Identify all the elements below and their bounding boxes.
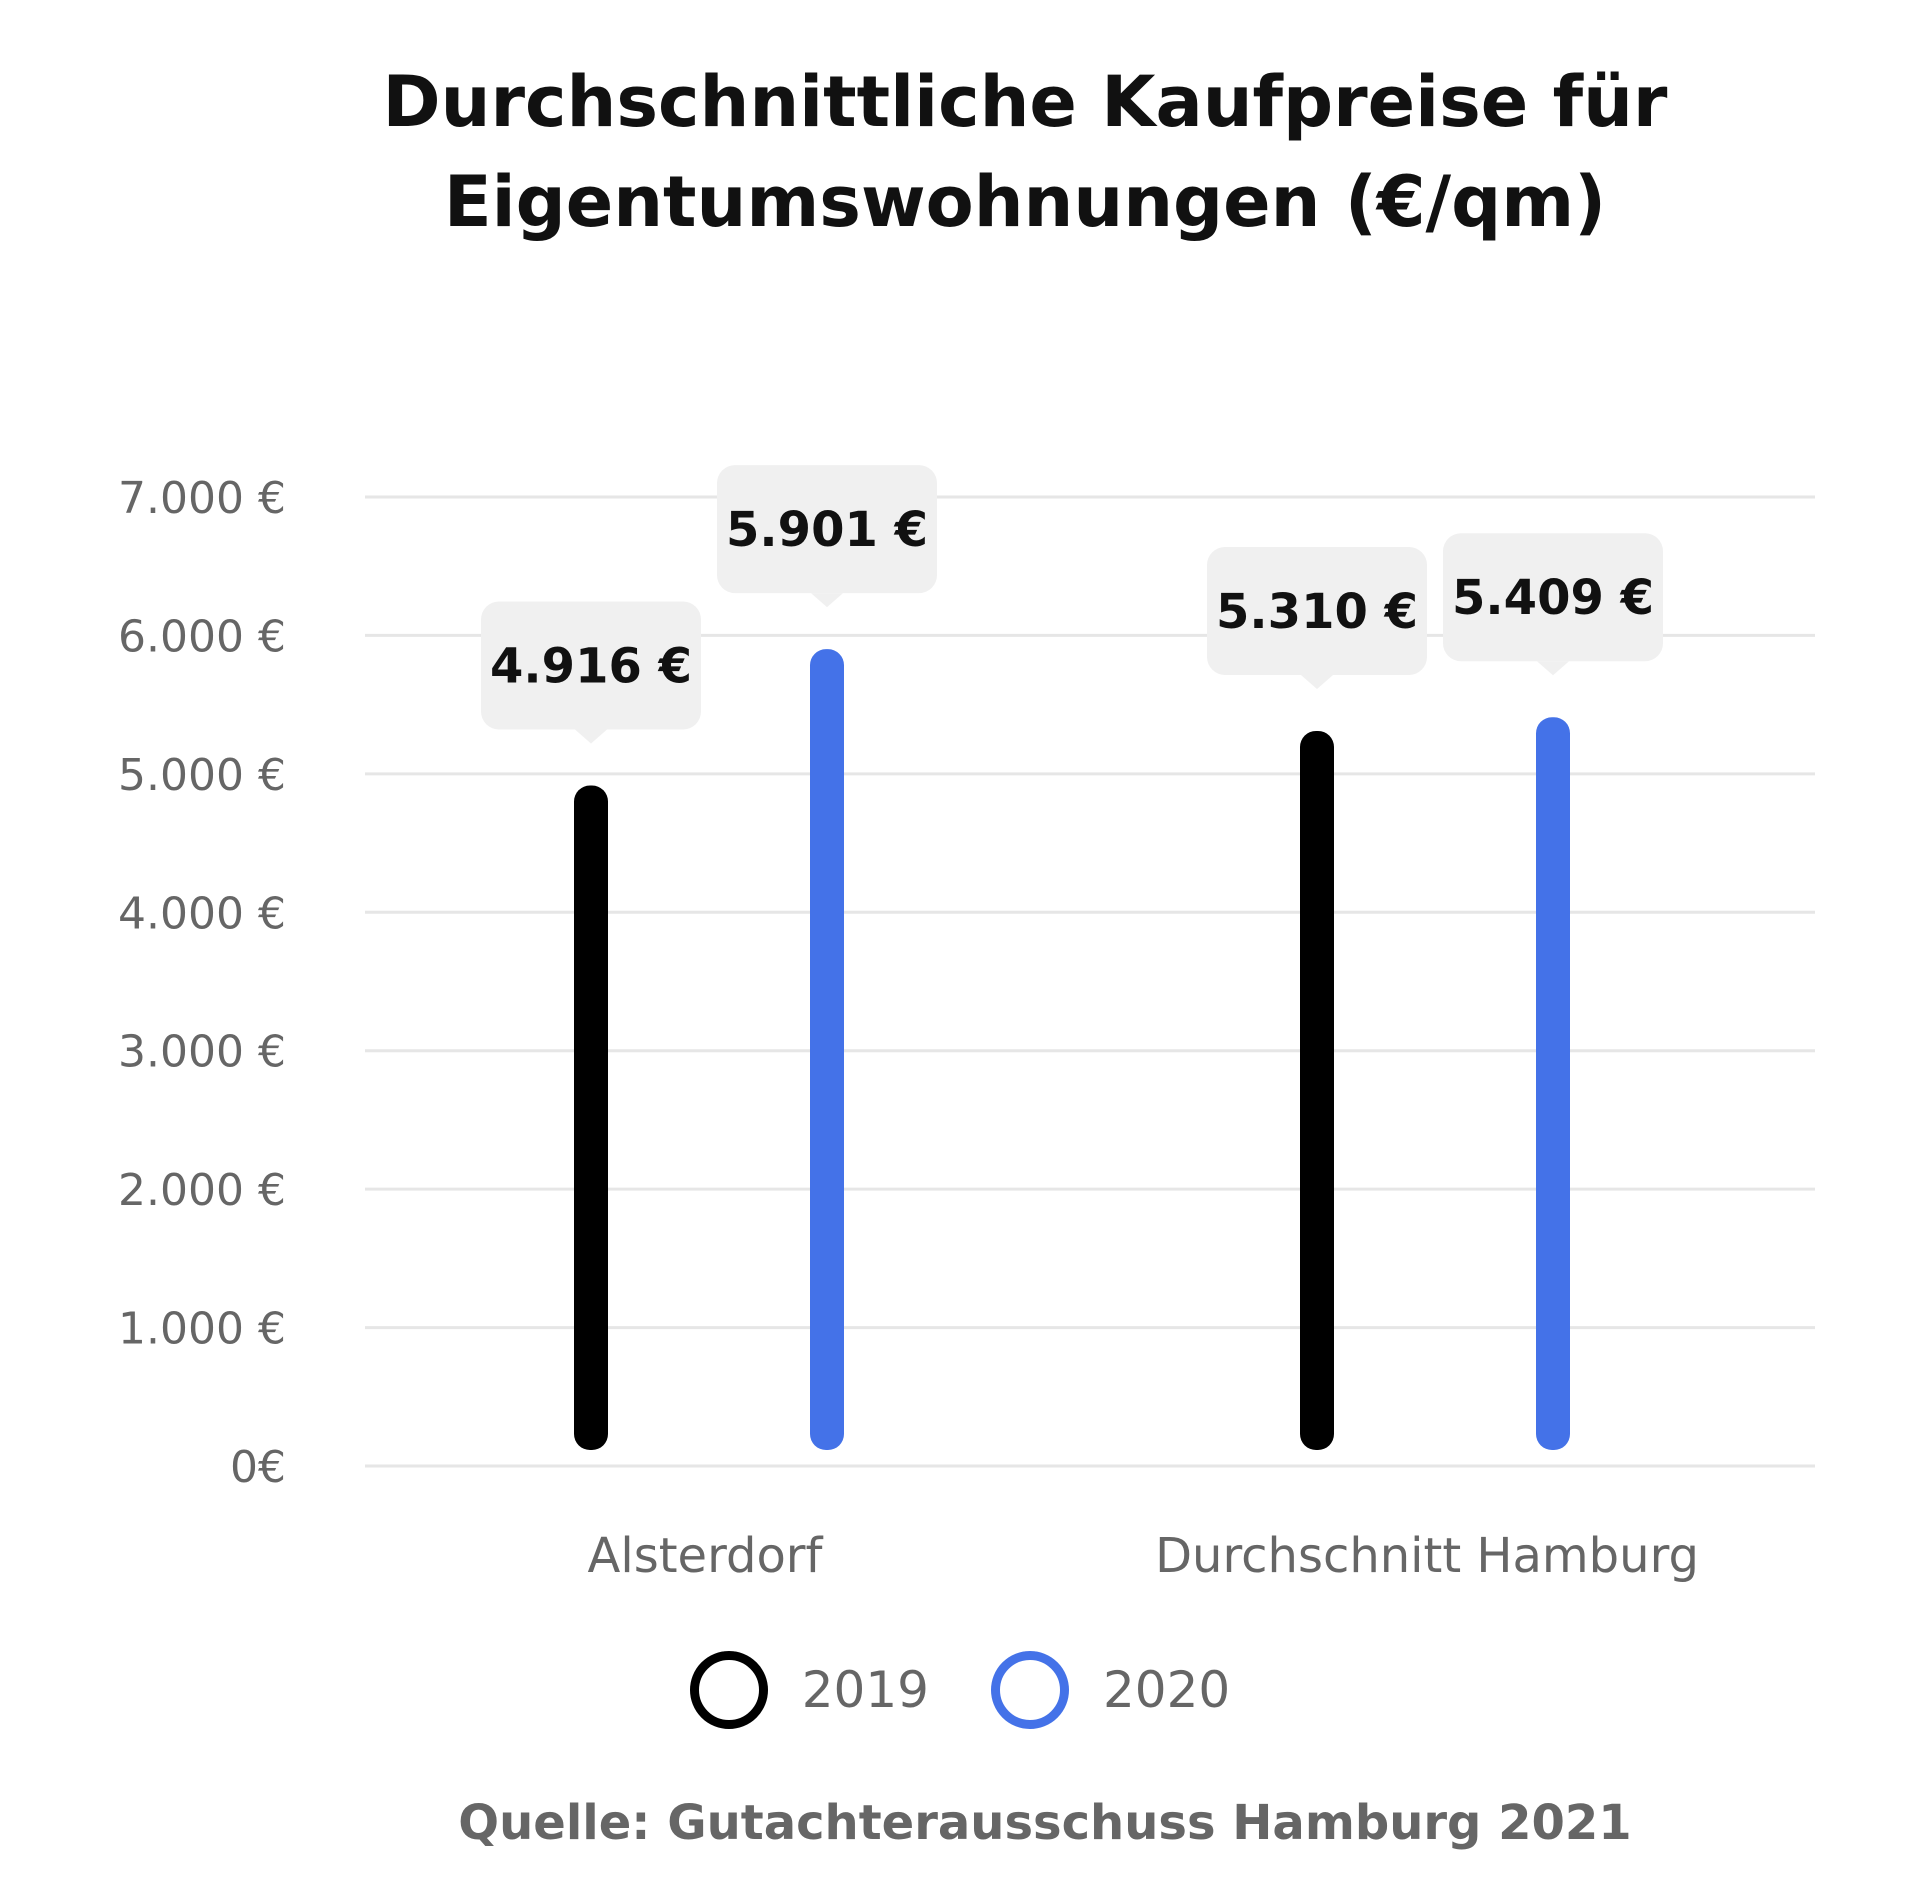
bar-2020-0 [810, 649, 844, 1450]
legend-2020-label: 2020 [1103, 1661, 1231, 1719]
data-label-pointer [811, 593, 843, 608]
x-category-label: Durchschnitt Hamburg [1155, 1528, 1699, 1584]
data-label-callout: 5.409 € [1443, 533, 1663, 676]
bar-2019-0 [574, 785, 608, 1450]
y-tick-label: 3.000 € [118, 1027, 286, 1078]
legend-item-2020: 2020 [991, 1651, 1230, 1729]
data-label: 5.409 € [1452, 570, 1654, 626]
bar-2020-1 [1536, 717, 1570, 1450]
data-label-callout: 4.916 € [481, 601, 701, 744]
y-tick-label: 4.000 € [118, 888, 286, 939]
data-label-pointer [575, 729, 607, 744]
y-tick-label: 0€ [230, 1442, 286, 1493]
legend-2019-label: 2019 [801, 1661, 929, 1719]
data-label: 5.310 € [1216, 584, 1418, 640]
data-label-pointer [1537, 661, 1569, 676]
y-tick-label: 1.000 € [118, 1304, 286, 1355]
legend: 2019 2020 [0, 1640, 1920, 1740]
y-tick-label: 5.000 € [118, 750, 286, 801]
y-tick-label: 7.000 € [118, 473, 286, 524]
data-label-bubble [1443, 533, 1663, 662]
bar-2019-1 [1300, 730, 1334, 1450]
data-label-bubble [717, 465, 937, 594]
data-label-callout: 5.310 € [1207, 546, 1427, 689]
y-tick-label: 6.000 € [118, 611, 286, 662]
y-tick-label: 2.000 € [118, 1165, 286, 1216]
legend-2019-circle-icon [689, 1651, 768, 1729]
chart-title: Durchschnittliche Kaufpreise für Eigentu… [382, 61, 1668, 243]
data-label-bubble [1207, 546, 1427, 675]
data-label-pointer [1301, 674, 1333, 689]
data-label-callout: 5.901 € [717, 465, 937, 608]
x-category-label: Alsterdorf [588, 1528, 824, 1584]
source-note: Quelle: Gutachterausschuss Hamburg 2021 [458, 1795, 1632, 1851]
data-label: 4.916 € [490, 638, 692, 694]
legend-item-2019: 2019 [689, 1651, 929, 1729]
data-label-bubble [481, 601, 701, 730]
legend-2020-circle-icon [991, 1651, 1069, 1729]
data-label: 5.901 € [726, 502, 928, 558]
